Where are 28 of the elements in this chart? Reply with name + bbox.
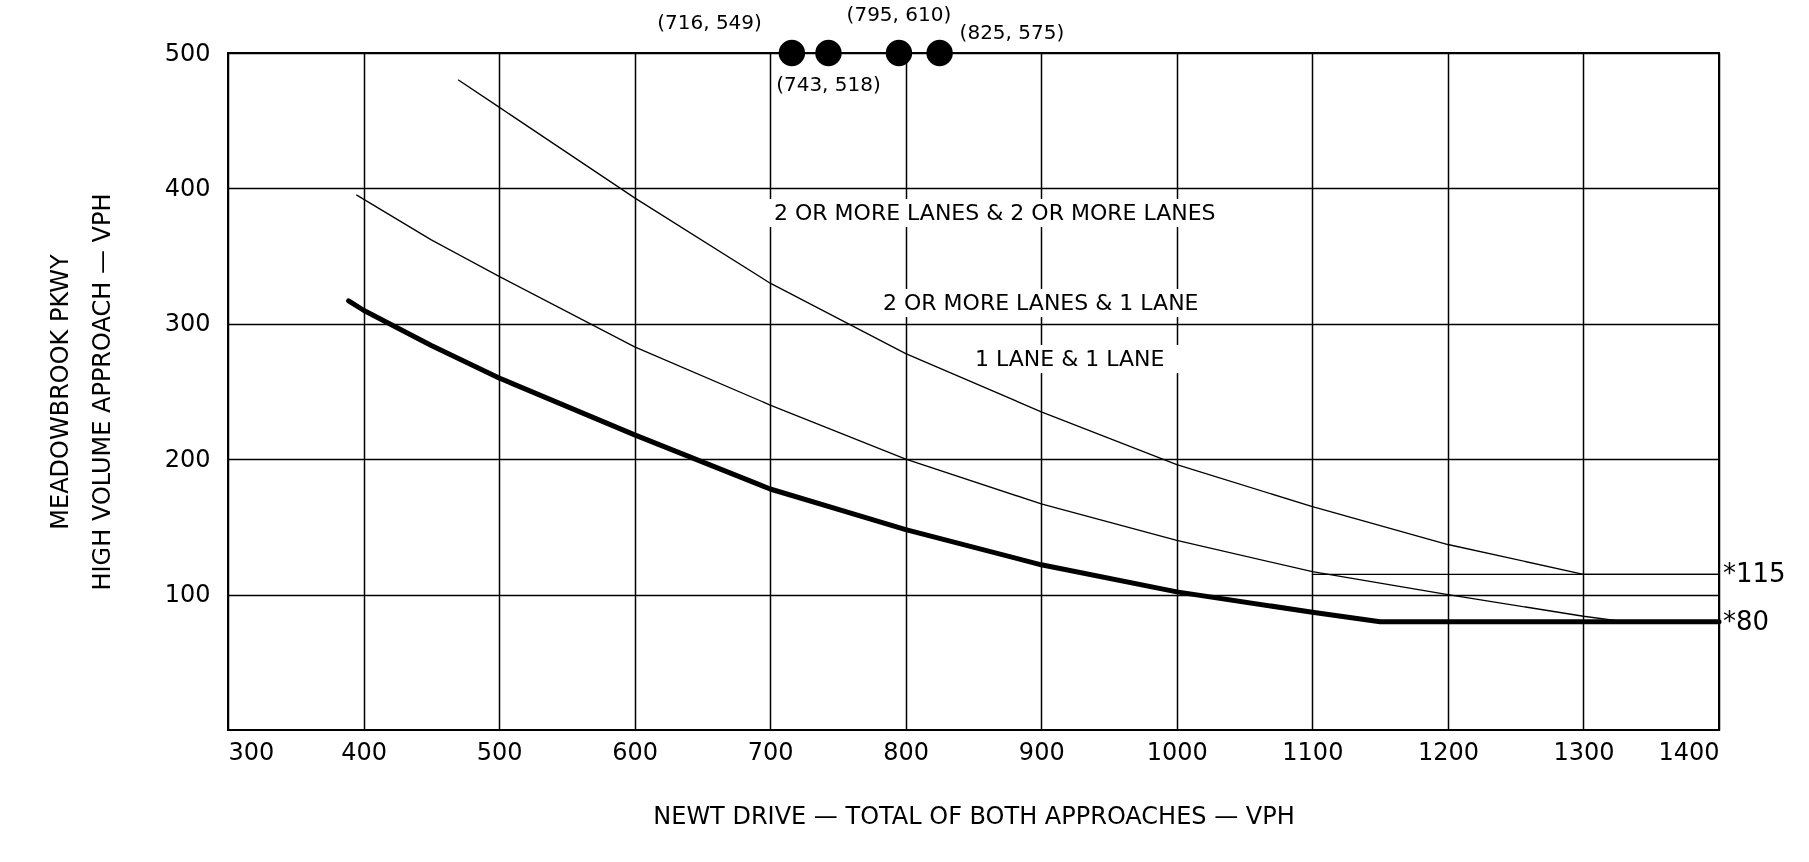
data-label: (795, 610) [846,2,952,26]
data-label: (825, 575) [959,20,1065,44]
annotation: 2 OR MORE LANES & 1 LANE [883,290,1199,315]
y-axis-title: MEADOWBROOK PKWY HIGH VOLUME APPROACH — VPH [45,193,116,591]
x-tick-label: 1400 [1658,737,1720,766]
x-axis-title: NEWT DRIVE — TOTAL OF BOTH APPROACHES — VPH [653,801,1295,830]
annotation: 2 OR MORE LANES & 2 OR MORE LANES [774,200,1216,225]
y-tick-label: 100 [164,580,211,609]
annotation: *80 [1723,605,1770,636]
x-tick-label: 1000 [1146,737,1208,766]
x-tick-label: 800 [883,737,930,766]
x-tick-label: 1200 [1417,737,1479,766]
x-tick-label: 1300 [1553,737,1615,766]
x-tick-label: 300 [228,737,275,766]
data-label: (743, 518) [776,72,881,96]
annotation: 1 LANE & 1 LANE [975,346,1165,371]
x-tick-label: 400 [341,737,387,766]
data-label: (716, 549) [657,10,762,34]
y-tick-label: 400 [164,173,211,202]
y-tick-label: 200 [164,444,211,473]
x-tick-label: 700 [747,737,794,766]
y-tick-label: 300 [164,309,211,338]
x-tick-label: 1100 [1282,737,1344,766]
x-tick-label: 500 [476,737,523,766]
x-tick-label: 900 [1018,737,1065,766]
x-tick-label: 600 [612,737,659,766]
annotation: *115 [1723,558,1786,589]
y-tick-label: 500 [164,38,211,67]
